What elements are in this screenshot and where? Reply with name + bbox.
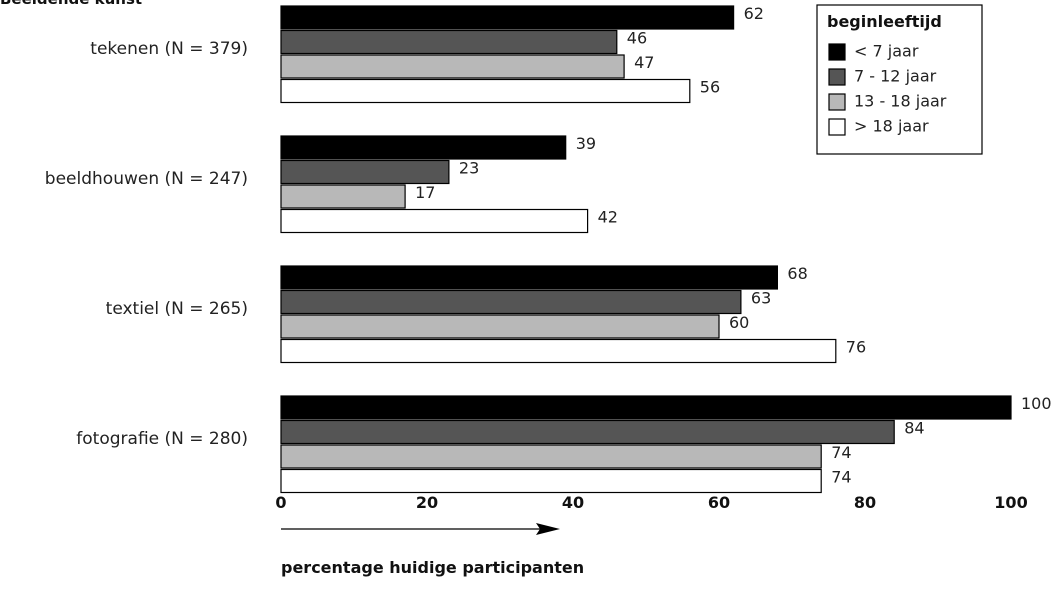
- legend-swatch: [828, 68, 846, 86]
- data-label: 74: [831, 443, 851, 462]
- data-label: 60: [729, 313, 749, 332]
- bar: [280, 78, 691, 104]
- legend-title: beginleeftijd: [827, 12, 942, 31]
- legend-label: > 18 jaar: [854, 117, 929, 136]
- category-labels: tekenen (N = 379) beeldhouwen (N = 247) te…: [45, 39, 248, 449]
- x-tick-label: 60: [708, 493, 730, 512]
- bar: [280, 265, 778, 290]
- bar: [280, 444, 822, 469]
- legend: beginleeftijd < 7 jaar 7 - 12 jaar 13 - 18…: [816, 4, 983, 155]
- bar: [280, 395, 1012, 420]
- data-label: 68: [787, 264, 807, 283]
- bar: [280, 29, 618, 55]
- bar: [280, 314, 720, 339]
- data-label: 100: [1021, 394, 1052, 413]
- bar: [280, 5, 735, 30]
- x-tick-label: 20: [416, 493, 438, 512]
- chart-title: Beeldende kunst: [0, 0, 142, 8]
- category-label: textiel (N = 265): [106, 299, 248, 319]
- data-label: 46: [627, 29, 647, 48]
- bar: [280, 159, 450, 185]
- x-axis-ticks: 0 20 40 60 80 100: [275, 493, 1027, 512]
- legend-label: 13 - 18 jaar: [854, 92, 947, 111]
- data-label: 17: [415, 183, 435, 202]
- category-label: beeldhouwen (N = 247): [45, 169, 248, 189]
- category-label: tekenen (N = 379): [90, 39, 248, 59]
- x-axis-arrow: [281, 523, 560, 535]
- data-label: 74: [831, 468, 851, 487]
- data-label: 39: [576, 134, 596, 153]
- legend-items: < 7 jaar 7 - 12 jaar 13 - 18 jaar > 18 jaar: [828, 42, 947, 136]
- data-label: 76: [846, 338, 866, 357]
- x-axis-label: percentage huidige participanten: [281, 558, 584, 577]
- legend-label: 7 - 12 jaar: [854, 67, 937, 86]
- legend-swatch: [828, 43, 846, 61]
- bar: [280, 54, 625, 79]
- data-label: 62: [744, 4, 764, 23]
- bar: [280, 338, 837, 364]
- data-label: 47: [634, 53, 654, 72]
- x-tick-label: 100: [994, 493, 1027, 512]
- bar: [280, 289, 742, 315]
- x-tick-label: 0: [275, 493, 286, 512]
- data-label: 63: [751, 289, 771, 308]
- bar: [280, 184, 406, 209]
- bar: [280, 468, 822, 494]
- data-label: 56: [700, 78, 720, 97]
- x-tick-label: 40: [562, 493, 584, 512]
- bar: [280, 419, 895, 445]
- bar: [280, 135, 567, 160]
- category-label: fotografie (N = 280): [76, 429, 248, 449]
- legend-swatch: [828, 93, 846, 111]
- legend-swatch: [828, 118, 846, 136]
- x-tick-label: 80: [854, 493, 876, 512]
- data-label: 84: [904, 419, 924, 438]
- data-label: 23: [459, 159, 479, 178]
- legend-label: < 7 jaar: [854, 42, 919, 61]
- bar: [280, 208, 589, 234]
- data-label: 42: [598, 208, 618, 227]
